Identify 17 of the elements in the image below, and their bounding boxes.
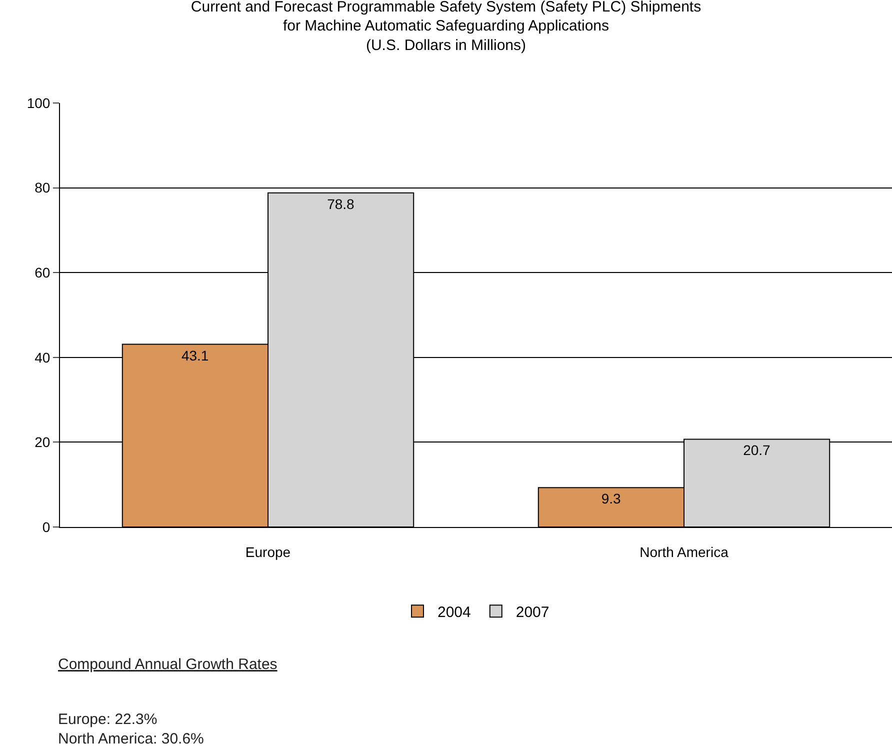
x-tick-label: North America [640, 544, 729, 560]
text: Compound Annual Growth Rates [58, 656, 278, 673]
y-tick-label: 0 [42, 518, 50, 535]
chart-title: Current and Forecast Programmable Safety System (Safety PLC) Shipments for Machine Automatic Safeguarding Applications (U.S. Dollars in Millions) [190, 0, 702, 54]
y-tick-label: 20 [34, 434, 50, 450]
y-tick-label: 80 [34, 180, 50, 196]
legend-label: 2007 [516, 604, 550, 621]
y-tick-label: 60 [34, 264, 50, 280]
data-label: 9.3 [601, 490, 622, 507]
data-label: 20.7 [743, 442, 771, 458]
legend-label: 2004 [438, 604, 471, 621]
text: Europe: 22.3% North America: 30.6% [58, 711, 204, 748]
data-label: 43.1 [181, 347, 209, 364]
y-tick-label: 40 [34, 349, 50, 366]
x-tick-label: Europe [245, 544, 291, 560]
data-label: 78.8 [327, 196, 355, 212]
y-tick-label: 100 [26, 94, 50, 111]
